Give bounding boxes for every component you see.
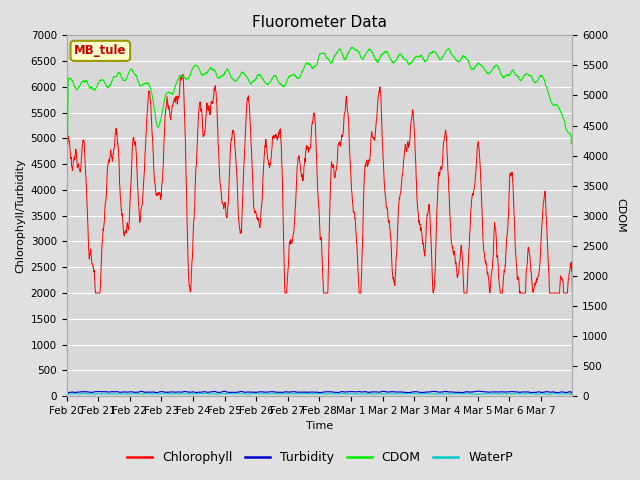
Text: MB_tule: MB_tule — [74, 44, 127, 57]
Title: Fluorometer Data: Fluorometer Data — [252, 15, 387, 30]
Legend: Chlorophyll, Turbidity, CDOM, WaterP: Chlorophyll, Turbidity, CDOM, WaterP — [122, 446, 518, 469]
Y-axis label: Chlorophyll/Turbidity: Chlorophyll/Turbidity — [15, 158, 25, 273]
Y-axis label: CDOM: CDOM — [615, 198, 625, 233]
X-axis label: Time: Time — [306, 421, 333, 432]
